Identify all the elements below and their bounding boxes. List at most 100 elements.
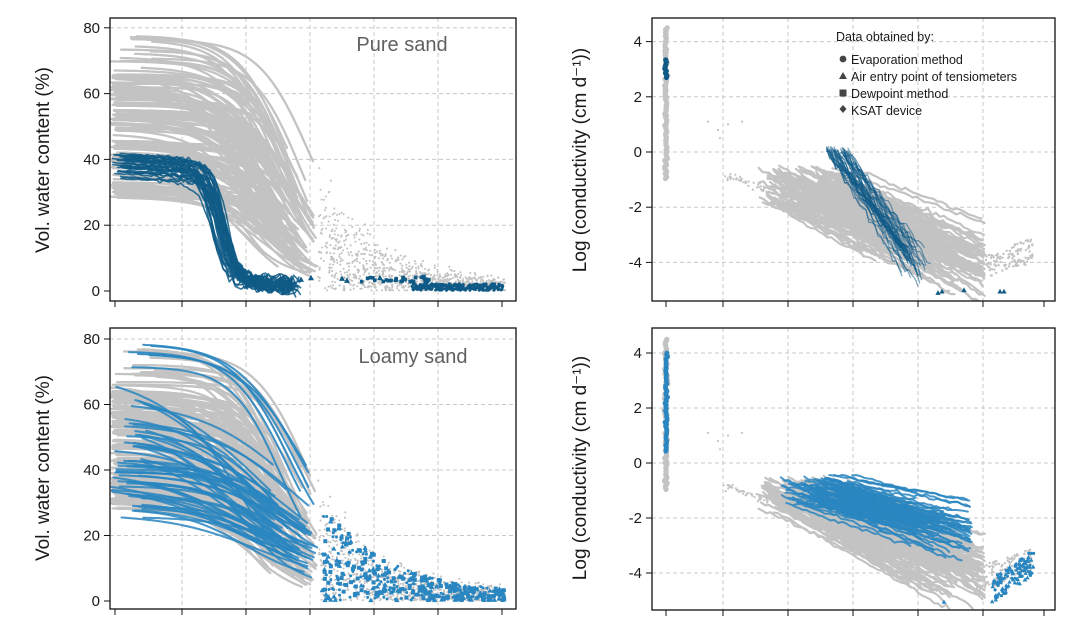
data-point	[441, 287, 445, 291]
data-point	[351, 261, 354, 264]
data-point	[992, 571, 995, 574]
background-curve	[113, 192, 270, 217]
data-point	[1013, 243, 1017, 246]
data-point	[374, 255, 377, 258]
data-point	[732, 178, 735, 181]
data-point	[356, 269, 359, 272]
data-point	[368, 259, 371, 262]
data-point	[328, 215, 331, 218]
data-point	[334, 540, 337, 543]
data-point	[382, 572, 387, 577]
data-point	[333, 212, 336, 215]
data-point	[420, 575, 425, 580]
data-point	[411, 282, 415, 286]
data-point	[396, 595, 399, 598]
data-point	[358, 229, 361, 232]
data-point	[389, 579, 394, 584]
data-point	[396, 564, 400, 568]
data-point	[347, 577, 350, 580]
data-point	[368, 597, 374, 603]
data-point	[472, 283, 476, 287]
data-point	[990, 254, 993, 257]
data-point	[325, 515, 329, 518]
background-curve	[116, 123, 293, 225]
data-point	[1024, 549, 1027, 553]
data-point	[722, 484, 725, 487]
data-point	[335, 238, 338, 241]
data-point	[325, 227, 328, 230]
data-point	[501, 588, 506, 593]
data-point	[360, 242, 363, 246]
data-point	[429, 584, 435, 589]
data-point	[363, 582, 366, 585]
data-point	[376, 266, 379, 269]
data-point	[1027, 551, 1031, 556]
data-point	[325, 522, 329, 525]
data-point	[1029, 568, 1032, 571]
data-point	[370, 285, 373, 288]
data-point	[387, 574, 390, 577]
data-point	[377, 274, 383, 281]
data-point	[1013, 576, 1017, 580]
data-point	[342, 267, 345, 270]
pure-sand-curve	[124, 166, 294, 294]
data-point	[429, 593, 434, 598]
data-point	[410, 284, 414, 288]
data-point	[423, 286, 427, 290]
data-point	[401, 264, 404, 267]
data-point	[393, 568, 397, 572]
data-point	[329, 586, 332, 589]
data-point	[459, 271, 462, 274]
data-point	[431, 276, 435, 279]
data-point	[981, 259, 984, 263]
data-point	[355, 275, 358, 278]
data-point	[774, 500, 777, 504]
data-point	[361, 599, 364, 602]
data-point	[447, 273, 450, 276]
data-point	[376, 592, 381, 597]
data-point	[330, 230, 333, 233]
data-point	[363, 556, 368, 561]
data-point	[370, 552, 375, 557]
data-point	[398, 274, 401, 277]
data-point	[1020, 557, 1024, 561]
data-point	[1011, 257, 1014, 260]
data-point	[477, 585, 480, 588]
data-point	[432, 283, 435, 287]
data-point	[995, 573, 1000, 577]
data-point	[479, 592, 484, 597]
data-point	[373, 278, 377, 283]
data-point	[456, 288, 460, 292]
loamy-sand-curve	[137, 353, 307, 467]
data-point	[406, 577, 409, 580]
data-point	[386, 258, 389, 261]
data-point	[411, 572, 417, 578]
data-point	[421, 586, 424, 590]
data-point	[354, 240, 357, 243]
data-point	[368, 275, 373, 280]
data-point	[784, 192, 787, 195]
loamy-sand-curve	[785, 501, 912, 547]
data-point	[734, 173, 737, 176]
loamy-sand-curve	[132, 444, 315, 559]
data-point	[998, 574, 1004, 579]
data-point	[373, 248, 376, 252]
data-point	[325, 584, 328, 588]
data-point	[389, 567, 392, 570]
data-point	[407, 275, 410, 279]
data-point	[501, 284, 505, 288]
data-point	[411, 596, 415, 600]
loamy-sand-curve	[837, 505, 924, 525]
data-point	[1009, 252, 1012, 255]
data-point	[446, 281, 449, 284]
data-point	[422, 276, 427, 281]
data-point	[391, 289, 395, 292]
data-point	[993, 563, 997, 566]
data-point	[333, 218, 337, 221]
data-point	[1010, 577, 1016, 582]
data-point	[343, 527, 346, 530]
data-point	[398, 270, 401, 274]
data-point	[341, 589, 346, 594]
data-point	[399, 279, 403, 284]
data-point	[340, 273, 343, 276]
